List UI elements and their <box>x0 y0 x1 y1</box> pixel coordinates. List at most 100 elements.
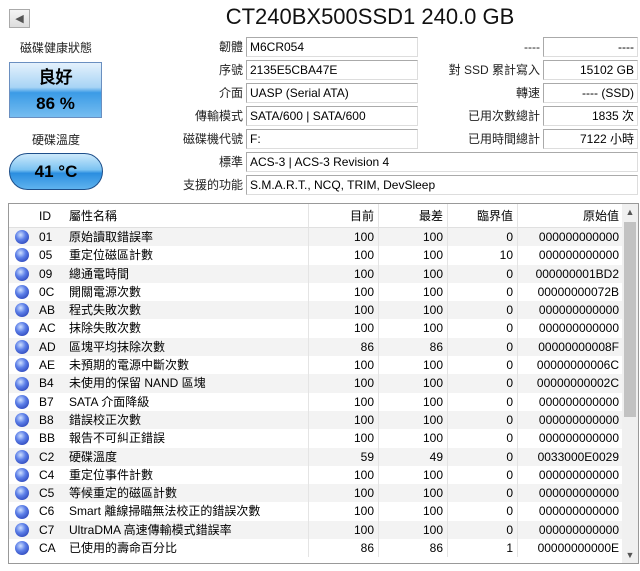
table-cell: 01 <box>39 230 53 244</box>
info-field: 2135E5CBA47E <box>246 60 418 80</box>
table-cell: 100 <box>309 374 379 393</box>
table-cell: 100 <box>309 301 379 320</box>
table-row[interactable]: CA 已使用的壽命百分比 86 86 1 00000000000E <box>9 539 638 558</box>
info-label: 已用次數總計 <box>467 109 540 123</box>
disk-title: CT240BX500SSD1 240.0 GB <box>225 4 515 29</box>
table-cell: CA <box>39 541 56 556</box>
health-status-button[interactable]: 良好 86 % <box>9 62 102 118</box>
table-row[interactable]: 05 重定位磁區計數 100 100 10 000000000000 <box>9 246 638 265</box>
column-header[interactable]: 目前 <box>309 204 379 227</box>
table-cell: 開關電源次數 <box>65 282 309 302</box>
table-cell: 100 <box>379 246 448 265</box>
table-cell: 0 <box>448 374 518 393</box>
table-row[interactable]: BB 報告不可糾正錯誤 100 100 0 000000000000 <box>9 429 638 448</box>
table-cell: 0 <box>448 337 518 357</box>
scrollbar[interactable]: ▲ ▼ <box>622 204 638 563</box>
table-cell: 10 <box>448 246 518 265</box>
info-field: 7122 小時 <box>543 129 638 149</box>
table-cell: 0 <box>448 465 518 485</box>
column-header[interactable]: ID <box>39 209 51 223</box>
column-header[interactable]: 屬性名稱 <box>65 204 309 227</box>
health-status: 良好 <box>38 68 73 87</box>
table-cell: 100 <box>309 502 379 521</box>
table-cell: 00000000002C <box>536 376 619 391</box>
table-row[interactable]: C5 等候重定的磁區計數 100 100 0 000000000000 <box>9 484 638 503</box>
table-cell: 100 <box>309 282 379 302</box>
table-row[interactable]: B4 未使用的保留 NAND 區塊 100 100 0 00000000002C <box>9 374 638 393</box>
table-row[interactable]: B7 SATA 介面降級 100 100 0 000000000000 <box>9 392 638 411</box>
table-cell: 0C <box>39 284 55 299</box>
info-field: ---- (SSD) <box>543 83 638 103</box>
info-label: 支援的功能 <box>182 178 243 192</box>
table-row[interactable]: C6 Smart 離線掃瞄無法校正的錯誤次數 100 100 0 000000000000 <box>9 502 638 521</box>
column-header[interactable]: 原始值 <box>582 209 619 223</box>
table-row[interactable]: 09 總通電時間 100 100 0 000000001BD2 <box>9 264 638 283</box>
table-cell: 09 <box>39 266 53 281</box>
table-cell: 未預期的電源中斷次數 <box>65 356 309 375</box>
status-good-icon <box>15 541 29 556</box>
column-header[interactable]: 最差 <box>379 204 448 227</box>
temperature-button[interactable]: 41 °C <box>9 153 103 190</box>
table-row[interactable]: AC 抹除失敗次數 100 100 0 000000000000 <box>9 319 638 338</box>
table-cell: 000000000000 <box>538 522 619 537</box>
table-cell: 1 <box>448 539 518 558</box>
table-cell: 100 <box>379 282 448 302</box>
status-good-icon <box>15 358 29 373</box>
table-cell: 100 <box>309 392 379 411</box>
table-cell: 00000000006C <box>536 358 619 373</box>
table-cell: 已使用的壽命百分比 <box>65 539 309 558</box>
table-cell: 49 <box>379 447 448 466</box>
table-cell: 100 <box>379 319 448 338</box>
table-cell: 100 <box>379 484 448 503</box>
table-row[interactable]: AD 區塊平均抹除次數 86 86 0 00000000008F <box>9 337 638 357</box>
table-row[interactable]: C4 重定位事件計數 100 100 0 000000000000 <box>9 465 638 485</box>
table-cell: 區塊平均抹除次數 <box>65 337 309 357</box>
scroll-down-icon[interactable]: ▼ <box>625 550 635 560</box>
table-row[interactable]: C7 UltraDMA 高速傳輸模式錯誤率 100 100 0 000000000000 <box>9 520 638 540</box>
table-cell: 100 <box>379 502 448 521</box>
table-cell: 86 <box>309 539 379 558</box>
scroll-up-icon[interactable]: ▲ <box>625 207 635 217</box>
table-cell: 未使用的保留 NAND 區塊 <box>65 374 309 393</box>
status-good-icon <box>15 285 29 300</box>
info-label: 傳輸模式 <box>194 109 243 123</box>
status-good-icon <box>15 303 29 318</box>
table-row[interactable]: C2 硬碟溫度 59 49 0 0033000E0029 <box>9 447 638 466</box>
table-cell: 0 <box>448 228 518 247</box>
table-cell: B4 <box>39 376 54 391</box>
table-cell: UltraDMA 高速傳輸模式錯誤率 <box>65 520 309 540</box>
scrollbar-thumb[interactable] <box>624 222 636 417</box>
table-cell: 0 <box>448 282 518 302</box>
table-cell: 0 <box>448 392 518 411</box>
table-row[interactable]: 01 原始讀取錯誤率 100 100 0 000000000000 <box>9 228 638 247</box>
info-field: 1835 次 <box>543 106 638 126</box>
table-row[interactable]: AE 未預期的電源中斷次數 100 100 0 00000000006C <box>9 356 638 375</box>
status-good-icon <box>15 321 29 336</box>
previous-disk-button[interactable]: ◀ <box>9 9 30 28</box>
status-good-icon <box>15 266 29 281</box>
table-row[interactable]: B8 錯誤校正次數 100 100 0 000000000000 <box>9 410 638 430</box>
table-cell: C2 <box>39 449 55 464</box>
table-cell: B8 <box>39 412 54 427</box>
table-cell: 總通電時間 <box>65 264 309 283</box>
info-label: 對 SSD 累計寫入 <box>448 63 540 77</box>
column-header[interactable]: 臨界值 <box>448 204 518 227</box>
status-good-icon <box>15 230 29 245</box>
table-row[interactable]: 0C 開關電源次數 100 100 0 00000000072B <box>9 282 638 302</box>
table-cell: 抹除失敗次數 <box>65 319 309 338</box>
table-row[interactable]: AB 程式失敗次數 100 100 0 000000000000 <box>9 301 638 320</box>
info-field: M6CR054 <box>246 37 418 57</box>
table-cell: 000000000000 <box>538 504 619 519</box>
smart-table: ID 屬性名稱 目前 最差 臨界值 原始值 01 原始讀取錯誤率 100 100 0 00000000… <box>8 203 639 564</box>
table-cell: 100 <box>309 228 379 247</box>
info-field: UASP (Serial ATA) <box>246 83 418 103</box>
table-cell: AC <box>39 321 56 336</box>
table-cell: 報告不可糾正錯誤 <box>65 429 309 448</box>
table-cell: 000000000000 <box>538 467 619 482</box>
info-field: S.M.A.R.T., NCQ, TRIM, DevSleep <box>246 175 638 195</box>
table-cell: 重定位磁區計數 <box>65 246 309 265</box>
table-cell: C7 <box>39 522 55 537</box>
table-cell: 100 <box>379 356 448 375</box>
table-cell: 100 <box>309 410 379 430</box>
info-field: SATA/600 | SATA/600 <box>246 106 418 126</box>
